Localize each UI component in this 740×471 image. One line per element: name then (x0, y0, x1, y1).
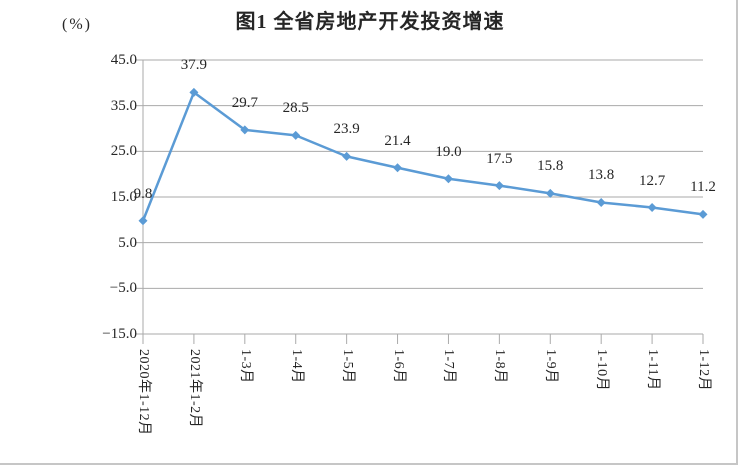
x-tick-label: 1-3月 (237, 349, 253, 384)
x-tick-label: 1-11月 (645, 349, 661, 391)
x-tick-label: 1-4月 (288, 349, 304, 384)
data-label: 17.5 (486, 150, 513, 167)
data-label: 11.2 (690, 179, 716, 196)
y-tick-label: −5.0 (109, 280, 137, 297)
x-tick-label: 1-6月 (390, 349, 406, 384)
x-tick-label: 1-7月 (441, 349, 457, 384)
data-label: 37.9 (180, 57, 208, 74)
data-label: 19.0 (435, 143, 462, 160)
data-label: 21.4 (384, 132, 411, 149)
series-line (141, 91, 705, 222)
y-axis-unit-label: (%) (62, 16, 92, 33)
data-point-marker (545, 188, 555, 198)
data-point-marker (393, 163, 403, 173)
data-point-marker (291, 130, 301, 140)
y-tick-label: 45.0 (110, 52, 137, 68)
x-tick-label: 2020年1-12月 (136, 349, 151, 436)
y-tick-label: 5.0 (118, 234, 137, 251)
y-tick-label: 15.0 (110, 189, 137, 205)
data-point-marker (596, 197, 606, 207)
x-tick-label: 1-12月 (696, 349, 711, 392)
data-label: 15.8 (537, 158, 564, 175)
data-label: 29.7 (231, 94, 258, 111)
x-tick-label: 1-5月 (339, 349, 355, 384)
data-point-marker (342, 151, 352, 161)
chart-title: 图1 全省房地产开发投资增速 (235, 11, 505, 33)
data-label: 28.5 (282, 100, 309, 117)
x-tick-label: 1-8月 (492, 349, 508, 384)
data-point-marker (494, 181, 504, 191)
data-label: 13.8 (588, 167, 615, 184)
data-point-marker (138, 216, 148, 226)
data-point-marker (240, 125, 250, 135)
y-tick-label: 35.0 (110, 97, 137, 114)
data-label: 12.7 (638, 172, 666, 189)
data-point-marker (647, 203, 657, 213)
x-tick-label: 1-9月 (543, 349, 559, 384)
data-point-marker (443, 174, 453, 184)
data-point-marker (189, 87, 199, 97)
data-label: 23.9 (333, 121, 360, 138)
x-tick-label: 2021年1-2月 (186, 349, 202, 429)
data-label: 9.8 (133, 185, 153, 202)
x-tick-label: 1-10月 (594, 349, 610, 392)
y-tick-label: 25.0 (110, 143, 137, 160)
y-tick-label: −15.0 (102, 326, 137, 342)
data-point-marker (698, 209, 708, 219)
